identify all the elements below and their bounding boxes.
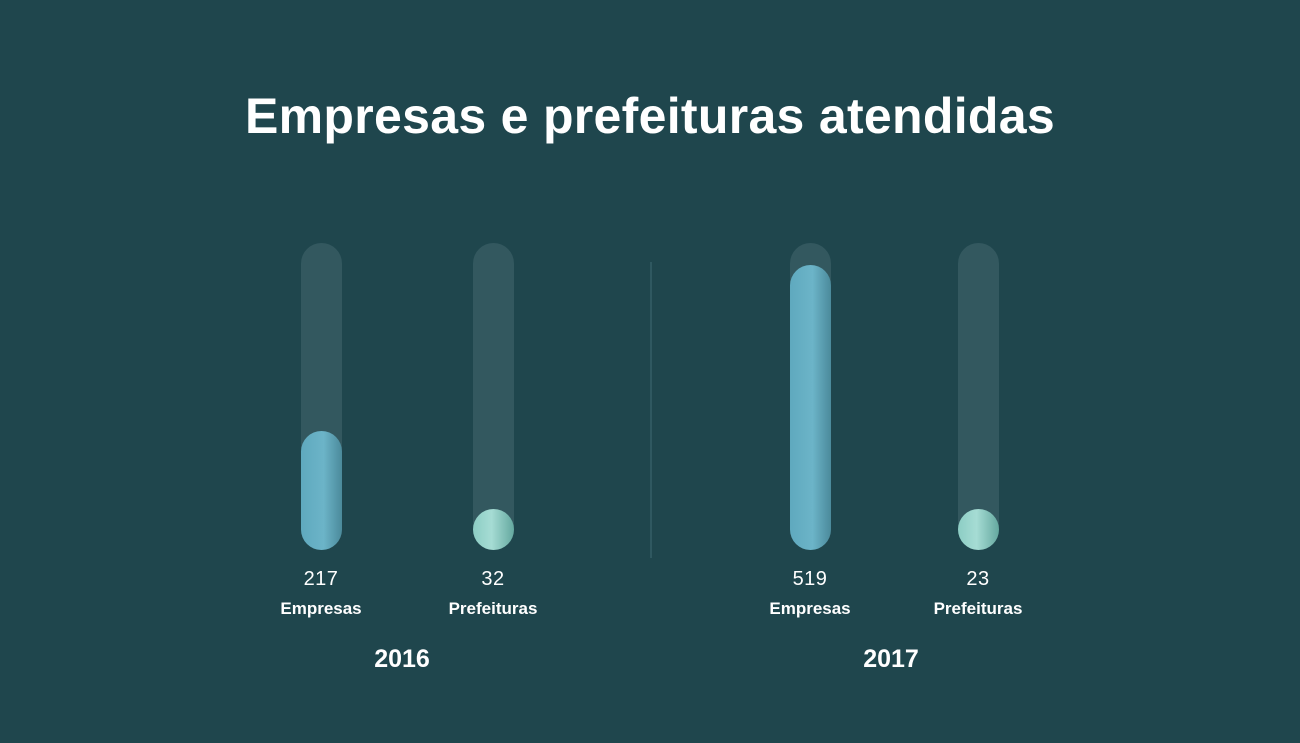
- year-label-2017: 2017: [863, 645, 919, 673]
- bar-track-2017-empresas: [790, 243, 831, 550]
- bar-2016-empresas: [301, 431, 342, 550]
- bar-track-2016-empresas: [301, 243, 342, 550]
- bar-2016-prefeituras: [473, 509, 514, 550]
- value-label-2017-prefeituras: 23: [966, 568, 990, 590]
- year-divider: [650, 262, 652, 558]
- category-label-2016-empresas: Empresas: [280, 599, 362, 618]
- bar-2017-prefeituras: [958, 509, 999, 550]
- value-label-2016-prefeituras: 32: [481, 568, 505, 590]
- category-label-2016-prefeituras: Prefeituras: [448, 599, 538, 618]
- category-label-2017-prefeituras: Prefeituras: [933, 599, 1023, 618]
- bar-track-2016-prefeituras: [473, 243, 514, 550]
- category-label-2017-empresas: Empresas: [769, 599, 851, 618]
- year-label-2016: 2016: [374, 645, 430, 673]
- chart-title: Empresas e prefeituras atendidas: [245, 88, 1055, 144]
- bar-2017-empresas: [790, 265, 831, 550]
- value-label-2016-empresas: 217: [303, 568, 339, 590]
- bar-track-2017-prefeituras: [958, 243, 999, 550]
- value-label-2017-empresas: 519: [792, 568, 828, 590]
